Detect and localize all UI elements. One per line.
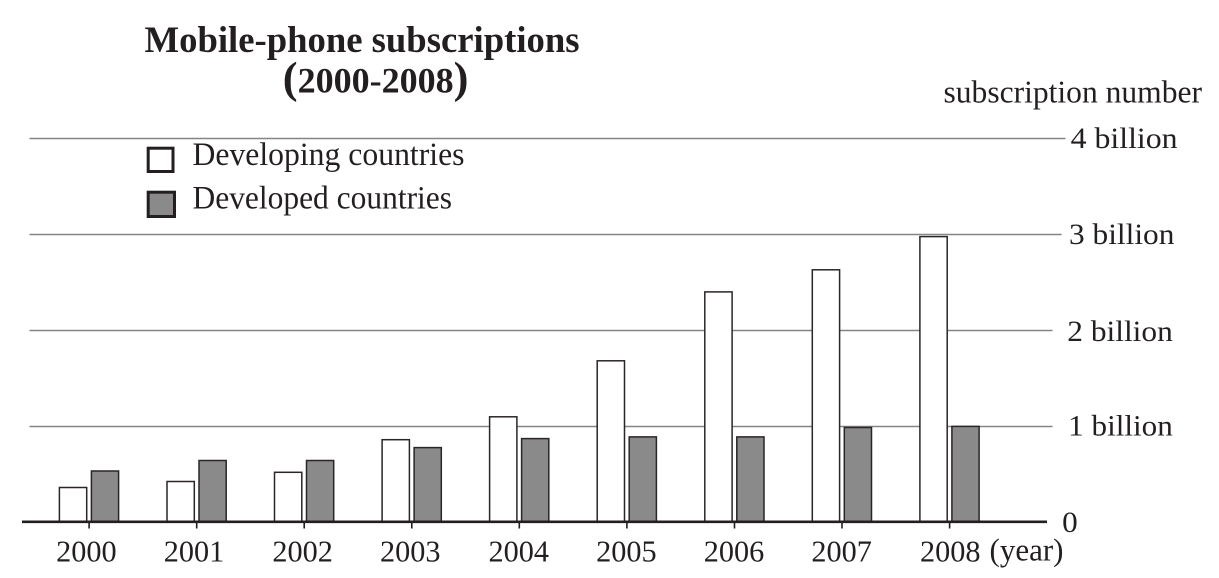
svg-text:2002: 2002 [272, 535, 333, 569]
svg-text:1 billion: 1 billion [1068, 410, 1173, 442]
svg-text:2008: 2008 [920, 535, 981, 569]
svg-text:2004: 2004 [489, 535, 550, 569]
svg-text:0: 0 [1062, 506, 1078, 539]
svg-text:2006: 2006 [704, 535, 765, 569]
svg-text:Developed countries: Developed countries [193, 180, 453, 216]
svg-text:2005: 2005 [596, 535, 657, 569]
svg-text:(2000-2008): (2000-2008) [283, 52, 469, 102]
svg-text:4 billion: 4 billion [1071, 123, 1178, 155]
svg-text:subscription number: subscription number [944, 73, 1203, 109]
svg-text:3 billion: 3 billion [1069, 219, 1175, 251]
svg-text:(year): (year) [990, 533, 1064, 568]
svg-text:2003: 2003 [380, 535, 441, 569]
svg-text:Developing countries: Developing countries [193, 137, 465, 173]
svg-text:Mobile-phone subscriptions: Mobile-phone subscriptions [145, 20, 580, 61]
svg-text:2 billion: 2 billion [1067, 316, 1173, 348]
svg-text:2000: 2000 [56, 535, 117, 569]
svg-text:2001: 2001 [164, 535, 225, 569]
svg-text:2007: 2007 [811, 535, 872, 569]
